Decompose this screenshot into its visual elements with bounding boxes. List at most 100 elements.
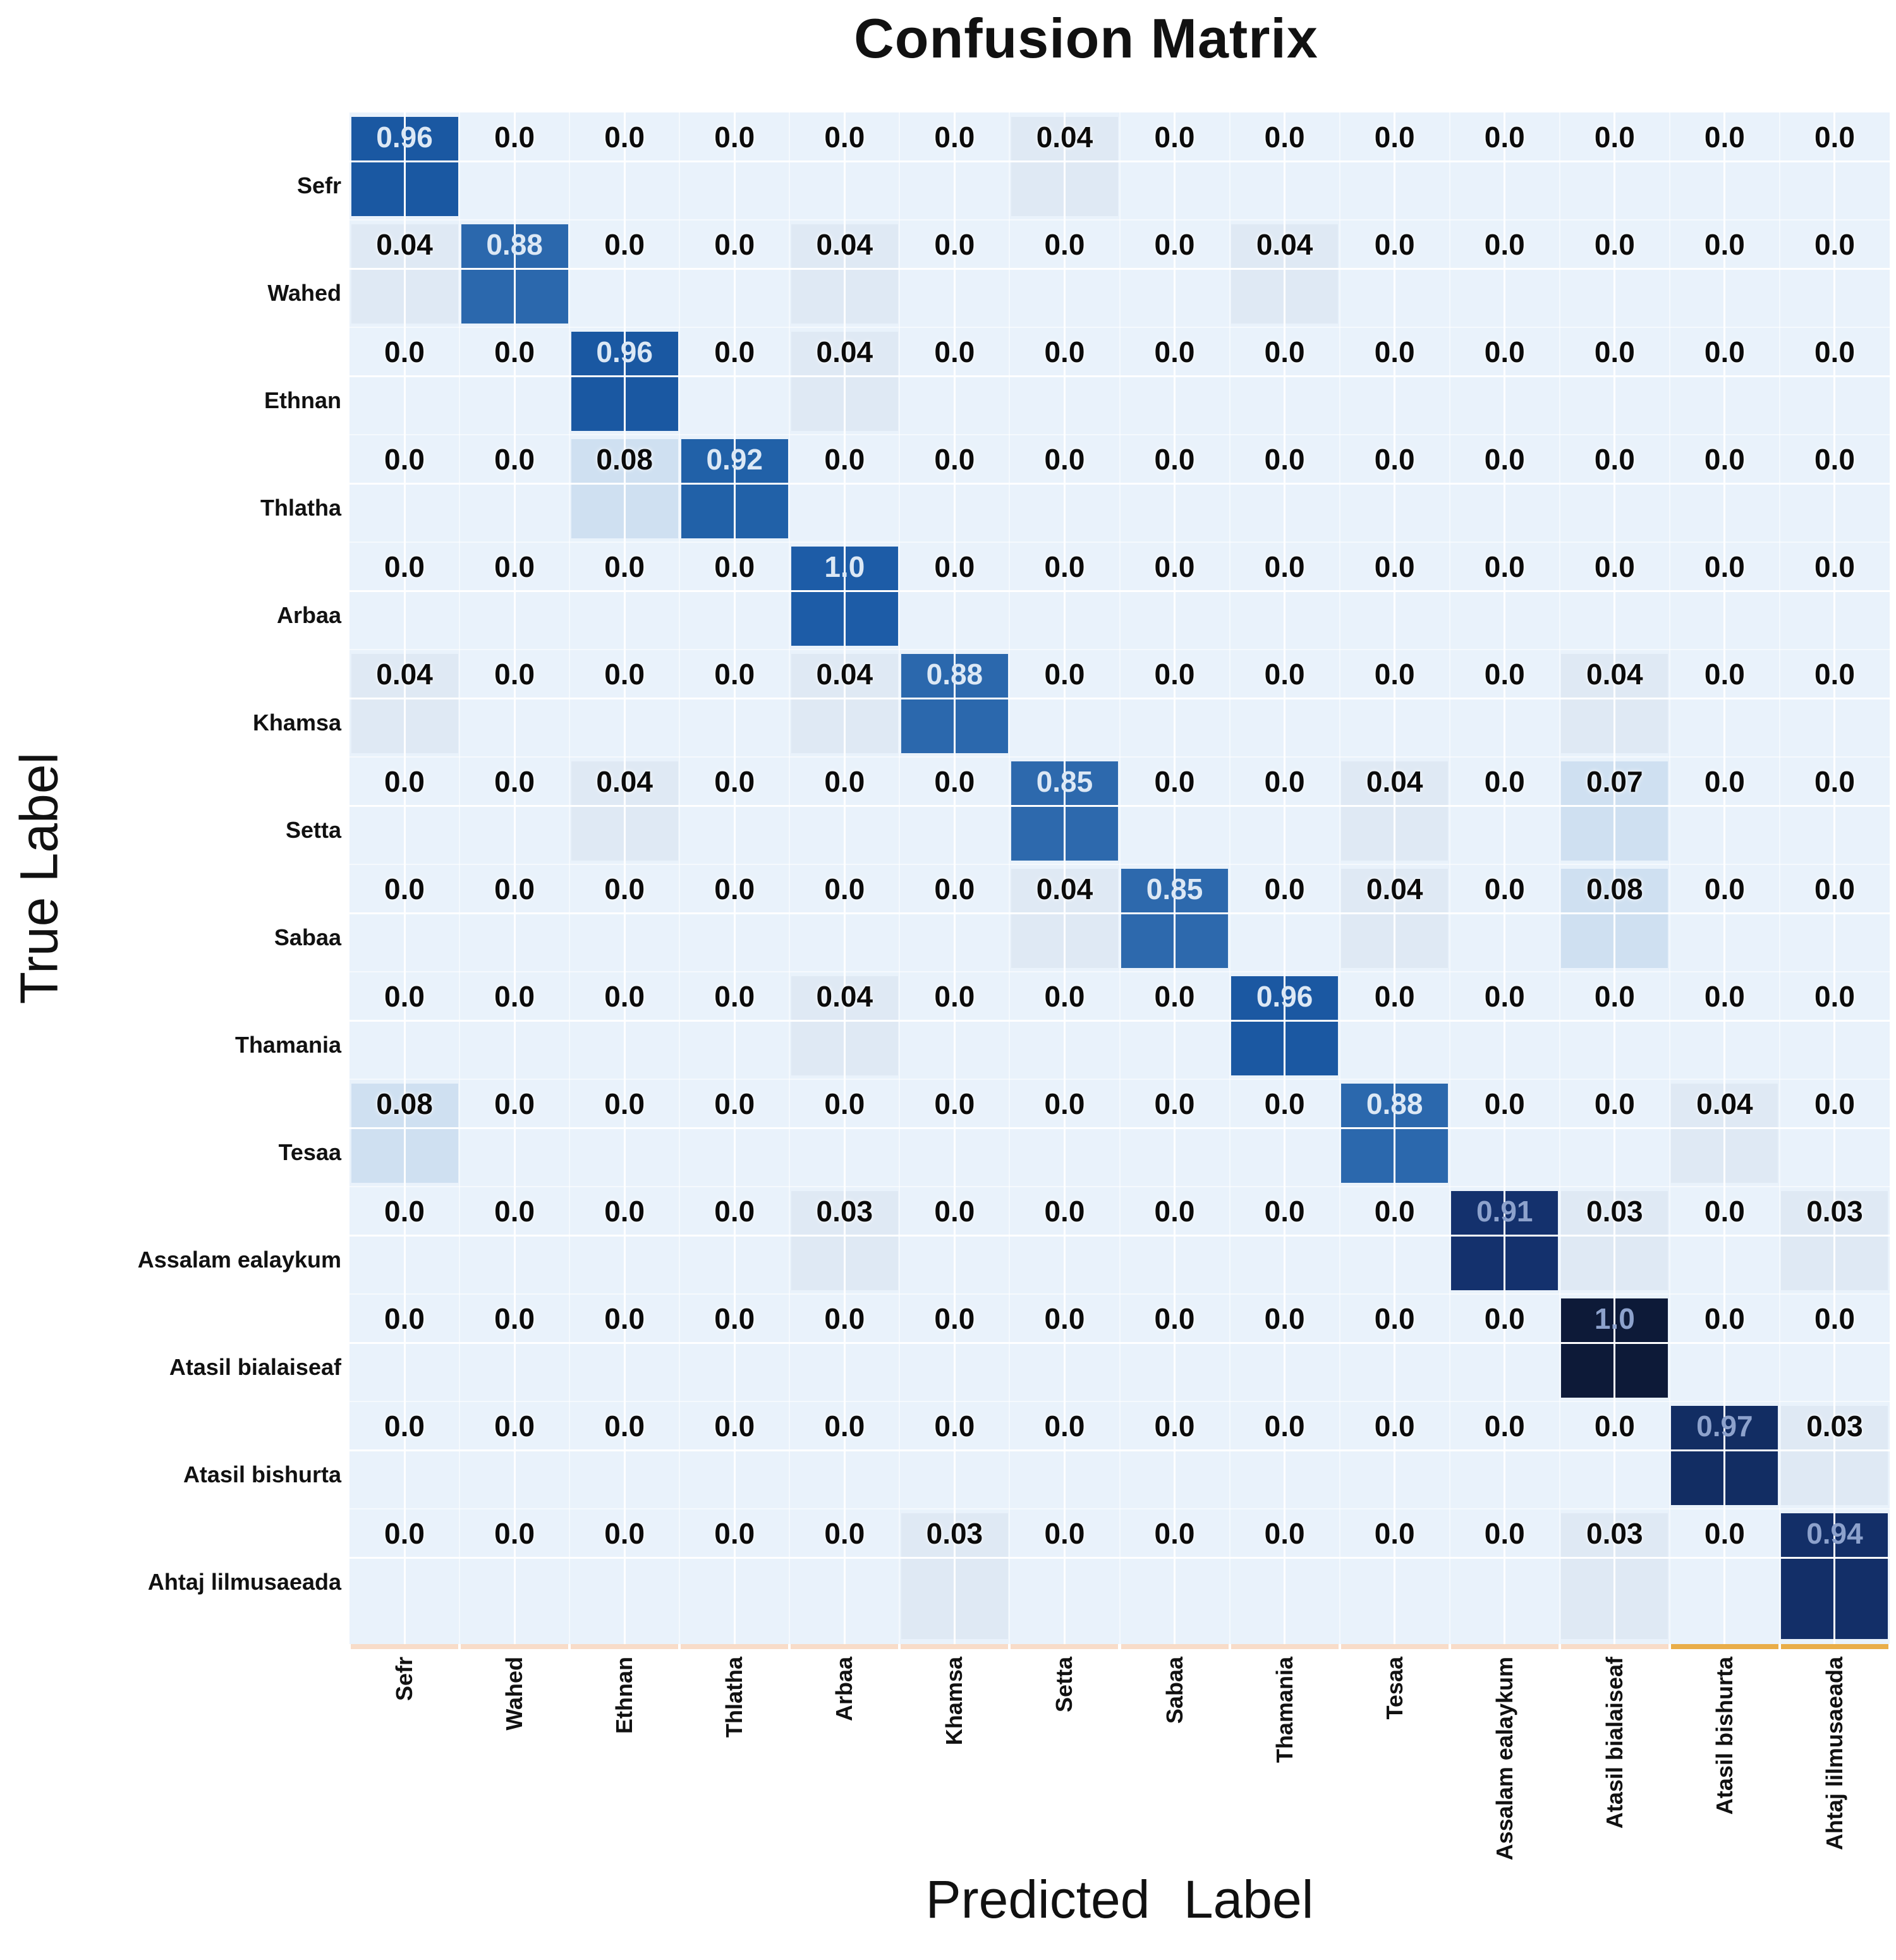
- grid-center-line-v: [1174, 112, 1176, 1644]
- matrix-cell-value: 0.0: [1704, 443, 1745, 476]
- matrix-cell-value: 0.0: [934, 1087, 975, 1120]
- grid-center-line-h: [349, 482, 1890, 485]
- matrix-cell-value: 0.88: [486, 228, 543, 261]
- matrix-cell-value: 0.0: [824, 121, 865, 154]
- matrix-cell-value: 0.0: [1484, 1302, 1525, 1335]
- matrix-cell-value: 0.0: [824, 1410, 865, 1443]
- column-label-text: Sefr: [391, 1657, 418, 1702]
- matrix-cell-value: 1.0: [824, 550, 865, 583]
- matrix-cell-value: 0.0: [1264, 658, 1305, 691]
- row-label: Sefr: [296, 172, 341, 198]
- matrix-cell-value: 0.08: [596, 443, 653, 476]
- column-label-text: Assalam ealaykum: [1491, 1657, 1517, 1861]
- matrix-cell-value: 0.0: [494, 1195, 535, 1228]
- grid-boundary-line: [349, 541, 1890, 543]
- matrix-cell-value: 0.0: [1154, 121, 1195, 154]
- grid-boundary-line: [349, 327, 1890, 328]
- matrix-cell-value: 0.0: [1264, 336, 1305, 368]
- bottom-edge-strip: [351, 1644, 459, 1649]
- matrix-cell-value: 0.0: [714, 658, 755, 691]
- matrix-cell-value: 0.0: [1594, 980, 1635, 1013]
- matrix-cell-value: 0.0: [604, 121, 645, 154]
- matrix-cell-value: 0.0: [1154, 228, 1195, 261]
- matrix-cell-value: 0.04: [596, 765, 653, 798]
- column-label-text: Ethnan: [611, 1657, 638, 1734]
- matrix-cell-value: 0.0: [824, 873, 865, 905]
- grid-center-line-v: [1063, 112, 1066, 1644]
- matrix-cell-value: 0.0: [934, 1410, 975, 1443]
- column-label-text: Arbaa: [831, 1657, 858, 1722]
- bottom-edge-strip: [901, 1644, 1009, 1649]
- matrix-cell-value: 0.85: [1036, 765, 1093, 798]
- matrix-cell-value: 0.0: [714, 1302, 755, 1335]
- matrix-cell-value: 0.0: [1594, 443, 1635, 476]
- matrix-cell-value: 0.0: [494, 980, 535, 1013]
- grid-center-line-v: [1613, 112, 1616, 1644]
- matrix-cell-value: 0.0: [1044, 980, 1085, 1013]
- matrix-cell-value: 0.88: [926, 658, 983, 691]
- matrix-cell-value: 0.0: [384, 873, 425, 905]
- matrix-cell-value: 0.0: [384, 1410, 425, 1443]
- matrix-cell-value: 0.0: [1814, 228, 1855, 261]
- matrix-cell-value: 0.0: [1374, 980, 1415, 1013]
- bottom-edge-strip: [1121, 1644, 1229, 1649]
- matrix-cell-value: 0.04: [1696, 1087, 1753, 1120]
- matrix-cell-value: 0.97: [1696, 1410, 1753, 1443]
- grid-boundary-line: [349, 1508, 1890, 1509]
- matrix-cell-value: 0.0: [934, 1195, 975, 1228]
- column-label: Setta: [1009, 1657, 1119, 1941]
- matrix-cell-value: 0.0: [1154, 980, 1195, 1013]
- grid-boundary-line: [1009, 112, 1011, 1644]
- matrix-cell-value: 0.0: [1704, 658, 1745, 691]
- matrix-cell-value: 0.04: [816, 228, 873, 261]
- matrix-cell-value: 0.0: [604, 980, 645, 1013]
- grid-center-line-h: [349, 697, 1890, 699]
- column-label: Atasil bishurta: [1670, 1657, 1780, 1941]
- matrix-cell-value: 0.0: [1484, 980, 1525, 1013]
- chart-title: Confusion Matrix: [854, 7, 1318, 70]
- matrix-cell-value: 0.0: [494, 1302, 535, 1335]
- matrix-cell-value: 0.0: [714, 228, 755, 261]
- x-axis-label: Predicted Label: [925, 1870, 1314, 1929]
- row-label: Wahed: [267, 280, 341, 306]
- matrix-cell-value: 0.0: [1814, 336, 1855, 368]
- matrix-cell-value: 0.0: [1484, 873, 1525, 905]
- grid-center-line-h: [349, 160, 1890, 162]
- matrix-cell-value: 0.08: [376, 1087, 433, 1120]
- grid-center-line-v: [1394, 112, 1396, 1644]
- matrix-cell-value: 0.0: [1044, 1302, 1085, 1335]
- matrix-cell-value: 0.96: [1256, 980, 1313, 1013]
- bottom-edge-strip: [1011, 1644, 1119, 1649]
- matrix-cell-value: 0.0: [824, 1302, 865, 1335]
- matrix-cell-value: 0.0: [714, 1410, 755, 1443]
- matrix-cell-value: 0.0: [1704, 550, 1745, 583]
- grid-boundary-line: [349, 649, 1890, 650]
- matrix-cell-value: 0.0: [1374, 550, 1415, 583]
- grid-boundary-line: [1449, 112, 1450, 1644]
- matrix-cell-value: 0.0: [1704, 121, 1745, 154]
- row-label: Arbaa: [276, 602, 341, 628]
- grid-center-line-v: [403, 112, 406, 1644]
- matrix-cell-value: 0.0: [934, 121, 975, 154]
- grid-center-line-h: [349, 1234, 1890, 1237]
- column-label: Assalam ealaykum: [1450, 1657, 1560, 1941]
- grid-center-line-h: [349, 375, 1890, 377]
- matrix-cell-value: 0.0: [1374, 658, 1415, 691]
- column-label-text: Tesaa: [1381, 1657, 1407, 1720]
- matrix-cell-value: 0.0: [1154, 443, 1195, 476]
- matrix-cell-value: 0.0: [1814, 550, 1855, 583]
- matrix-cell-value: 0.0: [604, 550, 645, 583]
- grid-center-line-v: [1284, 112, 1286, 1644]
- matrix-cell-value: 0.0: [1154, 1087, 1195, 1120]
- matrix-cell-value: 0.0: [1484, 658, 1525, 691]
- matrix-cell-value: 0.04: [1036, 121, 1093, 154]
- matrix-cell-value: 0.0: [1154, 1302, 1195, 1335]
- matrix-cell-value: 0.0: [1814, 658, 1855, 691]
- matrix-cell-value: 0.0: [494, 1517, 535, 1550]
- bottom-edge-strip: [571, 1644, 679, 1649]
- grid-boundary-line: [899, 112, 901, 1644]
- bottom-edge-strip: [1231, 1644, 1339, 1649]
- matrix-cell-value: 0.0: [1704, 228, 1745, 261]
- matrix-cell-value: 0.0: [1154, 1410, 1195, 1443]
- matrix-cell-value: 0.0: [1264, 765, 1305, 798]
